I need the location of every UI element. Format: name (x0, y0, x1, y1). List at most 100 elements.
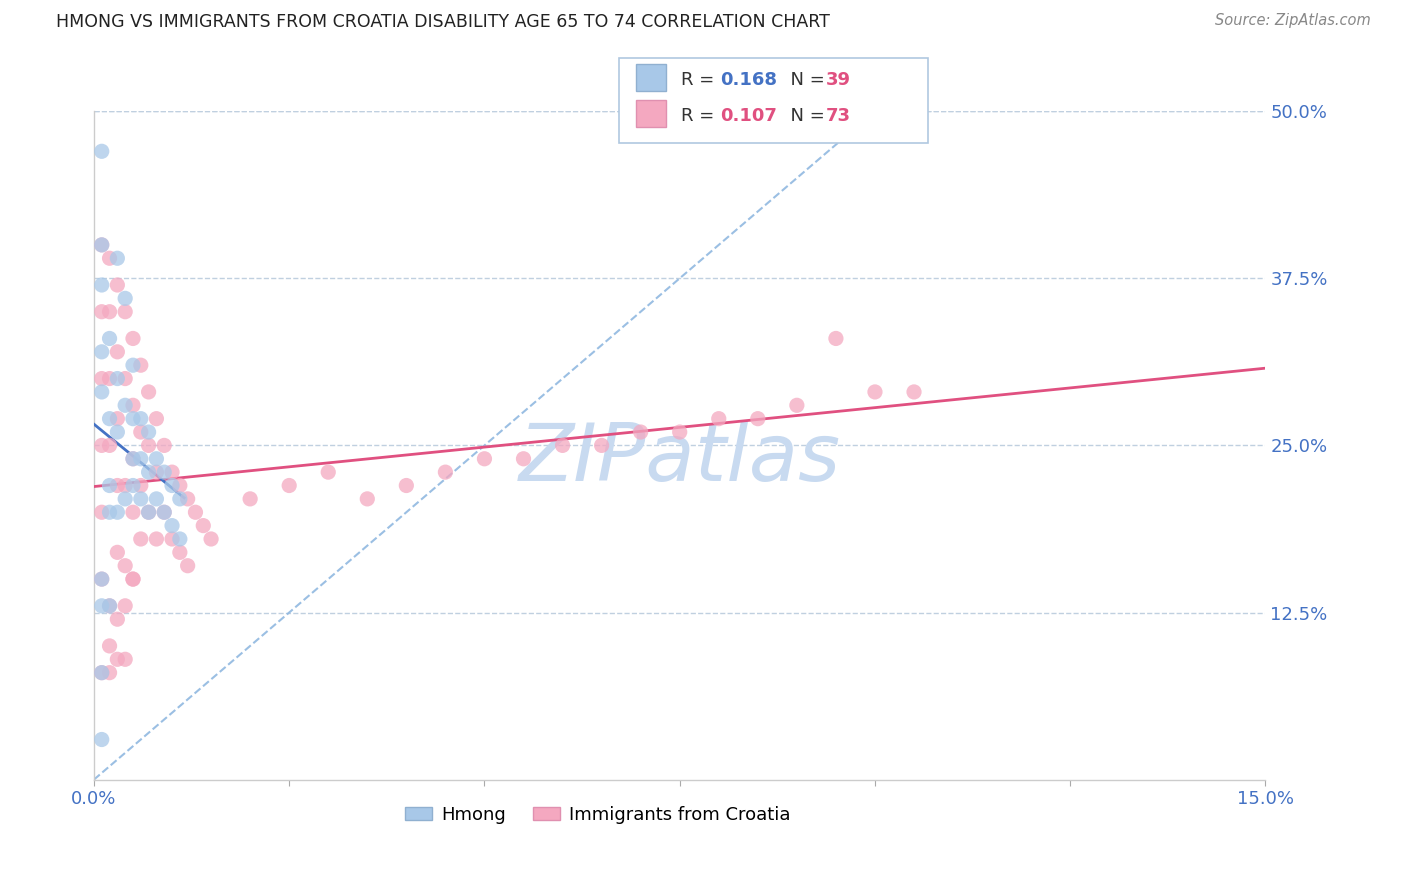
Point (176, 491, 198, 506)
Point (129, 411, 152, 425)
Point (153, 505, 176, 519)
Point (160, 518, 183, 533)
Point (114, 291, 136, 305)
Point (114, 652, 136, 666)
Point (129, 491, 152, 506)
Point (184, 505, 207, 519)
Point (786, 398, 808, 412)
Point (160, 465, 183, 479)
Point (105, 652, 128, 666)
Point (90, 238, 112, 252)
Point (160, 532, 183, 546)
Point (176, 558, 198, 573)
Point (169, 478, 191, 492)
Point (105, 425, 128, 439)
Point (356, 491, 378, 506)
Point (105, 344, 128, 359)
Point (105, 252, 128, 266)
Point (114, 599, 136, 613)
Point (122, 451, 145, 466)
Text: HMONG VS IMMIGRANTS FROM CROATIA DISABILITY AGE 65 TO 74 CORRELATION CHART: HMONG VS IMMIGRANTS FROM CROATIA DISABIL… (56, 13, 830, 31)
Point (90, 732, 112, 747)
Text: 39: 39 (825, 71, 851, 89)
Point (434, 465, 457, 479)
Point (145, 532, 167, 546)
Point (138, 505, 160, 519)
Text: ZIPatlas: ZIPatlas (519, 420, 841, 498)
Point (98, 304, 121, 318)
Point (105, 505, 128, 519)
Point (90, 572, 112, 586)
Point (138, 505, 160, 519)
Point (129, 451, 152, 466)
Point (114, 491, 136, 506)
Point (105, 371, 128, 385)
Point (129, 478, 152, 492)
Point (239, 491, 262, 506)
Point (98, 639, 121, 653)
Point (129, 532, 152, 546)
Point (122, 331, 145, 345)
Point (138, 384, 160, 399)
Point (138, 465, 160, 479)
Point (98, 252, 121, 266)
Point (122, 398, 145, 412)
Text: 0.107: 0.107 (720, 107, 776, 125)
Point (98, 411, 121, 425)
Point (668, 425, 690, 439)
Point (825, 331, 848, 345)
Point (90, 304, 112, 318)
Point (114, 478, 136, 492)
Point (98, 505, 121, 519)
Point (105, 612, 128, 626)
Point (90, 665, 112, 680)
Point (122, 572, 145, 586)
Point (98, 371, 121, 385)
Point (707, 411, 730, 425)
Point (90, 277, 112, 292)
Point (90, 344, 112, 359)
Point (90, 371, 112, 385)
Text: N =: N = (779, 107, 831, 125)
Point (122, 451, 145, 466)
Point (98, 331, 121, 345)
Point (90, 438, 112, 452)
Point (551, 438, 574, 452)
Point (98, 665, 121, 680)
Text: R =: R = (681, 71, 720, 89)
Point (90, 145, 112, 159)
Point (630, 425, 652, 439)
Point (145, 411, 167, 425)
Point (200, 532, 222, 546)
Point (145, 491, 167, 506)
Point (316, 465, 339, 479)
Point (474, 451, 496, 466)
Point (591, 438, 613, 452)
Point (395, 478, 418, 492)
Point (138, 425, 160, 439)
Text: Source: ZipAtlas.com: Source: ZipAtlas.com (1215, 13, 1371, 29)
Point (122, 411, 145, 425)
Point (122, 505, 145, 519)
Point (90, 505, 112, 519)
Point (114, 371, 136, 385)
Point (90, 238, 112, 252)
Point (98, 438, 121, 452)
Point (153, 438, 176, 452)
Point (153, 505, 176, 519)
Point (90, 599, 112, 613)
Point (122, 572, 145, 586)
Point (138, 438, 160, 452)
Point (90, 572, 112, 586)
Point (153, 465, 176, 479)
Point (98, 599, 121, 613)
Point (278, 478, 301, 492)
Point (90, 384, 112, 399)
Point (169, 545, 191, 559)
Point (105, 411, 128, 425)
Point (105, 277, 128, 292)
Point (903, 384, 925, 399)
Point (90, 665, 112, 680)
Text: R =: R = (681, 107, 720, 125)
Point (98, 478, 121, 492)
